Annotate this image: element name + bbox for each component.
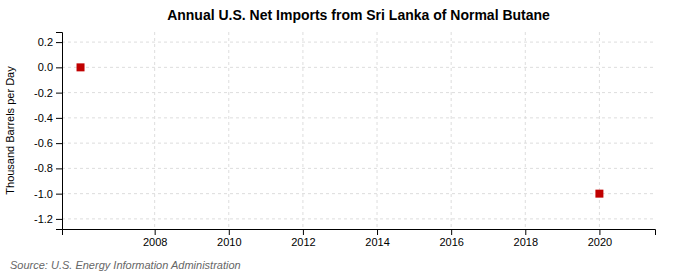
tick-mark	[56, 194, 62, 195]
points	[77, 63, 604, 197]
grid-line	[525, 32, 526, 229]
grid-line	[62, 42, 655, 43]
grid-line	[62, 168, 655, 169]
tick: 0.2	[38, 36, 62, 48]
point	[595, 190, 603, 198]
tick: 2008	[143, 229, 167, 248]
tick: 2014	[365, 229, 389, 248]
tick-mark	[229, 229, 230, 235]
tick-label: -0.4	[34, 112, 53, 124]
tick-mark	[56, 168, 62, 169]
plot-area: 2008 2010 2012 2014 2016 2018 2020 0.2 0.0 -0.2 -0…	[34, 32, 655, 248]
source: Source: U.S. Energy Information Administ…	[10, 259, 241, 271]
tick-label: 2012	[291, 236, 315, 248]
tick-label: -1.2	[34, 213, 53, 225]
tick: -0.4	[34, 112, 62, 124]
tick-label: 2010	[217, 236, 241, 248]
grid-line	[377, 32, 378, 229]
grid-line	[599, 32, 600, 229]
tick: -1.0	[34, 188, 62, 200]
tick-label: 2014	[365, 236, 389, 248]
point	[77, 63, 85, 71]
grid-line	[62, 92, 655, 93]
title: Annual U.S. Net Imports from Sri Lanka o…	[167, 7, 550, 23]
tick: -0.2	[34, 87, 62, 99]
tick: -0.6	[34, 137, 62, 149]
y-axis: 0.2 0.0 -0.2 -0.4 -0.6 -0.8 -1.0 -1.2	[34, 33, 62, 230]
tick: 2020	[588, 229, 612, 248]
grid-line	[62, 143, 655, 144]
tick-label: 2008	[143, 236, 167, 248]
grid-line	[62, 117, 655, 118]
tick-label: -1.0	[34, 188, 53, 200]
tick-mark	[56, 219, 62, 220]
tick-mark	[56, 93, 62, 94]
y-axis-label: Thousand Barrels per Day	[4, 66, 16, 195]
grid-line	[302, 32, 303, 229]
grid-line	[451, 32, 452, 229]
grid-line	[62, 218, 655, 219]
grid	[62, 32, 655, 229]
tick-mark	[56, 67, 62, 68]
tick: 2012	[291, 229, 315, 248]
tick-mark	[56, 118, 62, 119]
tick-mark	[525, 229, 526, 235]
tick-label: -0.2	[34, 87, 53, 99]
tick-label: 2018	[514, 236, 538, 248]
axis-line	[63, 230, 656, 236]
tick-mark	[377, 229, 378, 235]
tick: 2016	[439, 229, 463, 248]
tick-mark	[56, 42, 62, 43]
tick-mark	[155, 229, 156, 235]
grid-line	[228, 32, 229, 229]
tick-mark	[303, 229, 304, 235]
tick-label: 0.0	[38, 61, 53, 73]
grid-line	[154, 32, 155, 229]
grid-line	[62, 67, 655, 68]
tick-label: -0.8	[34, 162, 53, 174]
tick-label: 2020	[588, 236, 612, 248]
tick: -1.2	[34, 213, 62, 225]
tick-label: 2016	[439, 236, 463, 248]
x-axis: 2008 2010 2012 2014 2016 2018 2020	[63, 229, 656, 248]
tick: 0.0	[38, 61, 62, 73]
tick-mark	[451, 229, 452, 235]
tick: -0.8	[34, 162, 62, 174]
tick: 2010	[217, 229, 241, 248]
tick-label: -0.6	[34, 137, 53, 149]
axis-line	[56, 33, 63, 230]
grid-line	[62, 193, 655, 194]
chart: 2008 2010 2012 2014 2016 2018 2020 0.2 0.0 -0.2 -0…	[0, 0, 675, 275]
tick-mark	[599, 229, 600, 235]
tick-label: 0.2	[38, 36, 53, 48]
tick: 2018	[514, 229, 538, 248]
tick-mark	[56, 143, 62, 144]
